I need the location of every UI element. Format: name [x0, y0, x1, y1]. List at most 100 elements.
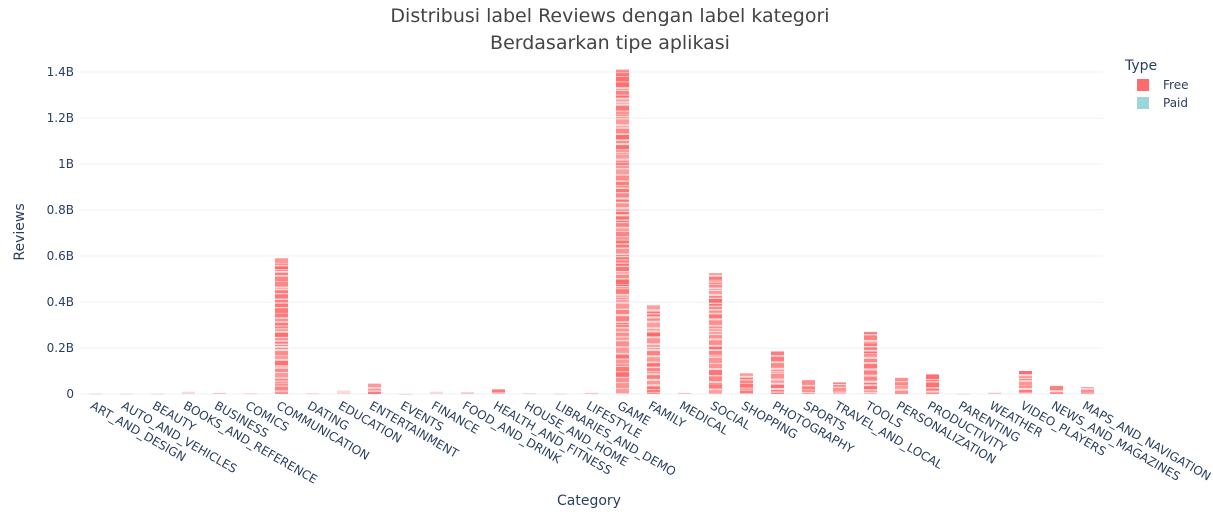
bar-stripe — [894, 385, 909, 389]
bar-stripe — [615, 211, 630, 215]
bar-stripe — [708, 376, 723, 382]
bar-game[interactable] — [615, 69, 630, 394]
bar-stripe — [1018, 379, 1033, 381]
legend-label-free: Free — [1163, 78, 1188, 92]
bar-weather[interactable] — [987, 392, 1002, 394]
bar-stripe — [274, 313, 289, 318]
legend: Type Free Paid — [1124, 58, 1188, 110]
bar-stripe — [274, 318, 289, 322]
chart-subtitle: Berdasarkan tipe aplikasi — [490, 32, 730, 54]
bar-stripe — [274, 332, 289, 337]
bar-sports[interactable] — [801, 380, 816, 394]
bar-segment-paid — [894, 377, 909, 379]
bar-stripe — [739, 380, 754, 384]
bar-productivity[interactable] — [925, 374, 940, 394]
bar-stripe — [615, 228, 630, 231]
bar-stripe — [708, 306, 723, 309]
bar-news-and-magazines[interactable] — [1049, 385, 1064, 394]
bar-video-players[interactable] — [1018, 371, 1033, 394]
bar-segment-free — [429, 391, 444, 394]
bar-segment-paid — [987, 392, 1002, 394]
bar-stripe — [367, 383, 382, 388]
legend-item-paid[interactable]: Paid — [1137, 96, 1188, 110]
bar-books-and-reference[interactable] — [181, 391, 196, 394]
bar-travel-and-local[interactable] — [832, 382, 847, 395]
bar-social[interactable] — [708, 273, 723, 394]
bar-food-and-drink[interactable] — [460, 392, 475, 394]
bar-auto-and-vehicles[interactable] — [119, 393, 134, 395]
bar-stripe — [646, 332, 661, 337]
bar-events[interactable] — [398, 393, 413, 395]
bar-stripe — [615, 193, 630, 198]
y-tick-label: 0.2B — [47, 341, 74, 355]
bar-stripe — [708, 346, 723, 350]
legend-item-free[interactable]: Free — [1137, 78, 1188, 92]
bar-medical[interactable] — [677, 392, 692, 394]
bar-stripe — [274, 366, 289, 368]
bar-stripe — [367, 388, 382, 391]
bar-stripe — [708, 364, 723, 369]
bar-stripe — [274, 308, 289, 313]
bar-entertainment[interactable] — [367, 383, 382, 394]
bar-stripe — [925, 382, 940, 388]
bar-stripe — [708, 284, 723, 288]
bar-finance[interactable] — [429, 391, 444, 394]
bar-maps-and-navigation[interactable] — [1080, 387, 1095, 394]
bar-stripe — [646, 314, 661, 317]
bar-stripe — [274, 386, 289, 391]
bar-stripe — [274, 281, 289, 287]
bar-stripe — [274, 338, 289, 341]
bar-art-and-design[interactable] — [88, 393, 103, 395]
bar-segment-free — [987, 392, 1002, 394]
bar-stripe — [615, 134, 630, 140]
bar-stripe — [770, 356, 785, 362]
bar-stripe — [274, 258, 289, 263]
bar-libraries-and-demo[interactable] — [553, 393, 568, 395]
bar-stripe — [708, 335, 723, 339]
bar-stripe — [708, 290, 723, 294]
bar-stripe — [646, 357, 661, 362]
bar-shopping[interactable] — [739, 373, 754, 394]
bar-stripe — [615, 328, 630, 332]
bar-segment-free — [88, 393, 103, 395]
bar-stripe — [646, 375, 661, 379]
bar-segment-free — [460, 392, 475, 394]
bar-stripe — [646, 338, 661, 344]
bar-stripe — [708, 358, 723, 363]
bar-stripe — [615, 119, 630, 125]
bar-family[interactable] — [646, 304, 661, 394]
bar-communication[interactable] — [274, 258, 289, 394]
bar-health-and-fitness[interactable] — [491, 389, 506, 394]
bar-business[interactable] — [212, 392, 227, 394]
bar-stripe — [615, 231, 630, 237]
bar-education[interactable] — [336, 390, 351, 394]
bar-comics[interactable] — [243, 393, 258, 394]
bar-photography[interactable] — [770, 351, 785, 394]
bar-house-and-home[interactable] — [522, 393, 537, 394]
bar-stripe — [708, 289, 723, 290]
bar-personalization[interactable] — [894, 377, 909, 394]
bar-lifestyle[interactable] — [584, 392, 599, 394]
bar-beauty[interactable] — [150, 393, 165, 395]
bar-stripe — [646, 393, 661, 394]
bar-stripe — [615, 126, 630, 128]
bar-stripe — [863, 347, 878, 350]
bar-stripe — [615, 105, 630, 111]
y-tick-labels: 0 0.2B 0.4B 0.6B 0.8B 1B 1.2B 1.4B — [47, 65, 74, 401]
bar-stripe — [615, 309, 630, 315]
bar-stripe — [274, 360, 289, 366]
bar-stripe — [615, 279, 630, 284]
legend-label-paid: Paid — [1163, 96, 1188, 110]
bar-tools[interactable] — [863, 331, 878, 394]
bar-dating[interactable] — [305, 393, 320, 394]
bar-stripe — [615, 162, 630, 166]
bar-stripe — [708, 382, 723, 384]
bar-stripe — [274, 294, 289, 299]
bar-stripe — [274, 368, 289, 372]
bar-parenting[interactable] — [956, 393, 971, 395]
bar-stripe — [739, 373, 754, 376]
bar-stripe — [615, 322, 630, 324]
bar-stripe — [615, 377, 630, 383]
bar-stripe — [863, 351, 878, 354]
bar-segment-free — [646, 305, 661, 394]
